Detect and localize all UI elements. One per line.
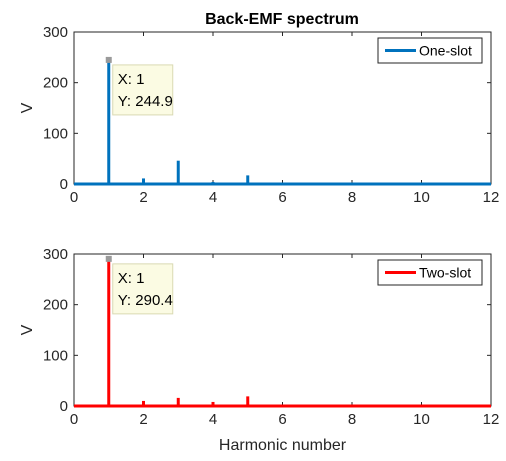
- x-tick-label: 2: [139, 411, 147, 428]
- x-tick-label: 8: [348, 411, 356, 428]
- panel-one-slot: 0 2 4 6 8 10 12 0 100 200 300 V X: 1 Y: 244.9 One-slot: [19, 24, 499, 206]
- datatip-marker: [105, 255, 112, 262]
- y-axis-label: V: [19, 102, 36, 113]
- datatip-box: [112, 263, 174, 315]
- x-tick-label: 0: [70, 189, 78, 206]
- datatip-box: [112, 64, 174, 116]
- x-tick-label: 2: [139, 189, 147, 206]
- datatip-x-label: X: 1: [118, 270, 145, 287]
- legend-label: Two-slot: [419, 265, 471, 281]
- y-axis-label: V: [19, 324, 36, 335]
- datatip-y-label: Y: 290.4: [118, 292, 173, 309]
- x-tick-label: 12: [483, 411, 500, 428]
- x-axis-label: Harmonic number: [219, 437, 347, 454]
- x-tick-label: 10: [413, 411, 430, 428]
- y-tick-label: 300: [43, 24, 68, 41]
- panel-two-slot: 0 2 4 6 8 10 12 0 100 200 300 V Harmonic number X: 1 Y…: [19, 246, 499, 454]
- y-tick-label: 200: [43, 297, 68, 314]
- x-tick-label: 0: [70, 411, 78, 428]
- y-tick-label: 100: [43, 125, 68, 142]
- chart-title: Back-EMF spectrum: [205, 11, 359, 28]
- x-tick-label: 8: [348, 189, 356, 206]
- x-tick-label: 10: [413, 189, 430, 206]
- x-tick-label: 4: [209, 189, 217, 206]
- x-tick-label: 6: [278, 189, 286, 206]
- y-tick-label: 0: [60, 398, 68, 415]
- legend-label: One-slot: [419, 43, 472, 59]
- datatip-x-label: X: 1: [118, 71, 145, 88]
- y-tick-label: 200: [43, 75, 68, 92]
- x-tick-label: 4: [209, 411, 217, 428]
- y-tick-label: 100: [43, 347, 68, 364]
- x-tick-label: 12: [483, 189, 500, 206]
- datatip-marker: [105, 56, 112, 63]
- y-tick-label: 0: [60, 176, 68, 193]
- x-tick-label: 6: [278, 411, 286, 428]
- datatip-y-label: Y: 244.9: [118, 93, 173, 110]
- y-tick-label: 300: [43, 246, 68, 263]
